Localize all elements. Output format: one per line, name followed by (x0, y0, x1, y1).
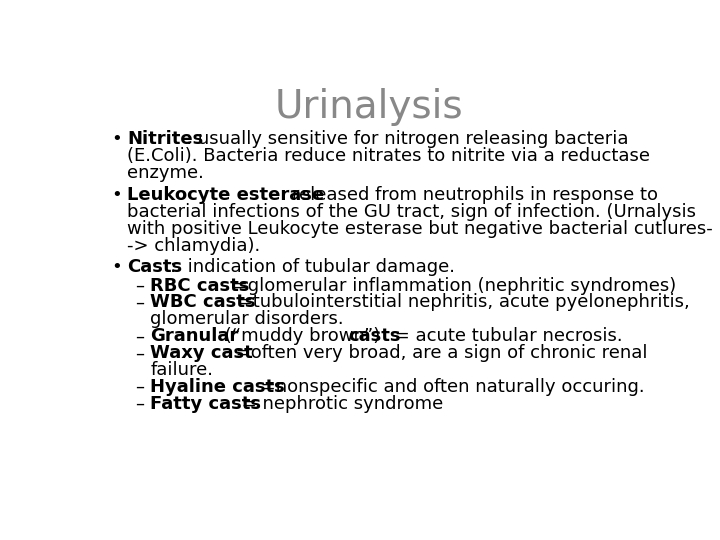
Text: •: • (112, 186, 122, 204)
Text: =tubulointerstitial nephritis, acute pyelonephritis,: =tubulointerstitial nephritis, acute pye… (233, 294, 690, 312)
Text: Waxy cast: Waxy cast (150, 345, 253, 362)
Text: casts: casts (348, 327, 401, 346)
Text: :  indication of tubular damage.: : indication of tubular damage. (170, 258, 455, 276)
Text: •: • (112, 130, 122, 148)
Text: RBC casts: RBC casts (150, 276, 250, 294)
Text: =nonspecific and often naturally occuring.: =nonspecific and often naturally occurin… (255, 378, 644, 396)
Text: glomerular disorders.: glomerular disorders. (150, 310, 344, 328)
Text: Granular: Granular (150, 327, 239, 346)
Text: -> chlamydia).: -> chlamydia). (127, 237, 261, 254)
Text: bacterial infections of the GU tract, sign of infection. (Urnalysis: bacterial infections of the GU tract, si… (127, 202, 696, 221)
Text: –: – (135, 378, 144, 396)
Text: : usually sensitive for nitrogen releasing bacteria: : usually sensitive for nitrogen releasi… (186, 130, 629, 148)
Text: Leukocyte esterase: Leukocyte esterase (127, 186, 324, 204)
Text: failure.: failure. (150, 361, 213, 379)
Text: enzyme.: enzyme. (127, 164, 204, 182)
Text: Urinalysis: Urinalysis (275, 88, 463, 126)
Text: Hyaline casts: Hyaline casts (150, 378, 285, 396)
Text: Casts: Casts (127, 258, 182, 276)
Text: –: – (135, 276, 144, 294)
Text: –: – (135, 395, 144, 413)
Text: (E.Coli). Bacteria reduce nitrates to nitrite via a reductase: (E.Coli). Bacteria reduce nitrates to ni… (127, 147, 650, 165)
Text: =often very broad, are a sign of chronic renal: =often very broad, are a sign of chronic… (230, 345, 647, 362)
Text: •: • (112, 258, 122, 276)
Text: : released from neutrophils in response to: : released from neutrophils in response … (280, 186, 658, 204)
Text: = nephrotic syndrome: = nephrotic syndrome (236, 395, 444, 413)
Text: –: – (135, 294, 144, 312)
Text: =glomerular inflammation (nephritic syndromes): =glomerular inflammation (nephritic synd… (228, 276, 677, 294)
Text: –: – (135, 345, 144, 362)
Text: = acute tubular necrosis.: = acute tubular necrosis. (389, 327, 623, 346)
Text: WBC casts: WBC casts (150, 294, 256, 312)
Text: Nitrites: Nitrites (127, 130, 204, 148)
Text: (“muddy brown”): (“muddy brown”) (219, 327, 386, 346)
Text: with positive Leukocyte esterase but negative bacterial cutlures-: with positive Leukocyte esterase but neg… (127, 220, 713, 238)
Text: Fatty casts: Fatty casts (150, 395, 261, 413)
Text: –: – (135, 327, 144, 346)
